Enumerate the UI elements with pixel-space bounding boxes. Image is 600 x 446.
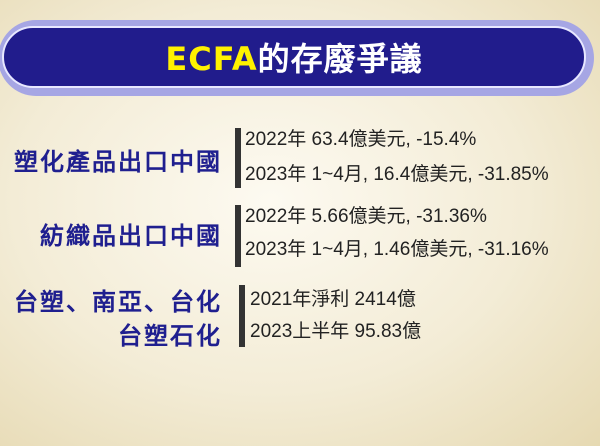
- section-label-textiles: 紡織品出口中國: [40, 222, 222, 250]
- plastics-line-2: 2023年 1~4月, 16.4億美元, -31.85%: [245, 164, 549, 185]
- divider-bar: [239, 285, 245, 347]
- section-label-companies-1: 台塑、南亞、台化: [14, 288, 222, 316]
- title-banner: ECFA的存廢爭議: [0, 20, 594, 96]
- section-label-plastics: 塑化產品出口中國: [14, 148, 222, 176]
- companies-line-1: 2021年淨利 2414億: [250, 289, 416, 310]
- companies-line-2: 2023上半年 95.83億: [250, 321, 422, 342]
- divider-bar: [235, 205, 241, 267]
- section-label-companies-2: 台塑石化: [118, 322, 222, 350]
- divider-bar: [235, 128, 241, 188]
- page-title: ECFA的存廢爭議: [165, 34, 422, 80]
- textiles-line-1: 2022年 5.66億美元, -31.36%: [245, 206, 487, 227]
- title-rest: 的存廢爭議: [257, 40, 423, 78]
- plastics-line-1: 2022年 63.4億美元, -15.4%: [245, 129, 477, 150]
- title-highlight: ECFA: [165, 40, 258, 78]
- textiles-line-2: 2023年 1~4月, 1.46億美元, -31.16%: [245, 239, 549, 260]
